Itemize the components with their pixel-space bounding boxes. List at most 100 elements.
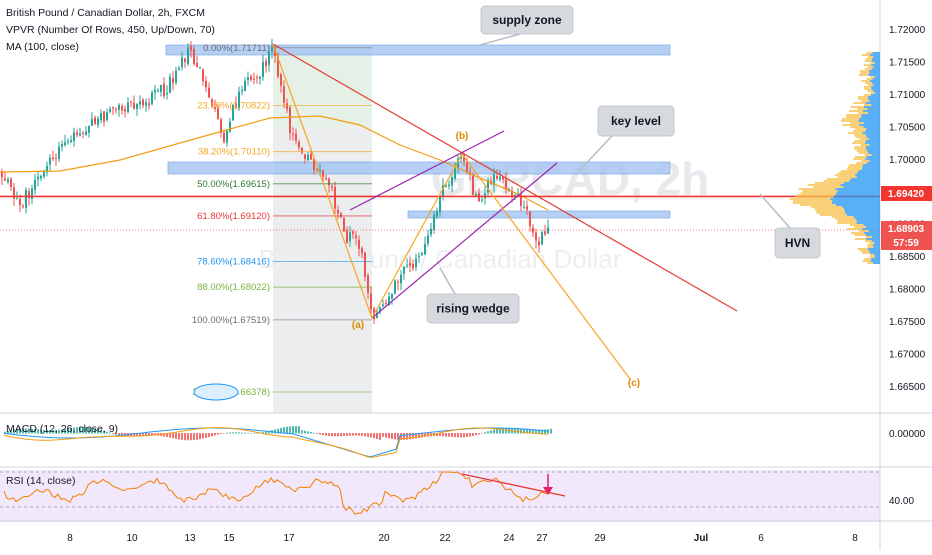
candle-body [385,303,387,305]
macd-histogram-bar [358,433,360,436]
vpvr-bar-up [848,164,863,166]
rsi-legend[interactable]: RSI (14, close) [6,475,76,487]
vpvr-bar-up [850,122,864,124]
vpvr-bar-up [855,136,867,138]
price-badge [881,235,932,250]
vpvr-bar-up [840,170,859,172]
vpvr-bar-down [865,234,880,236]
vpvr-bar-down [858,170,880,172]
time-tick-label: 6 [758,533,764,544]
macd-histogram-bar [322,433,324,436]
macd-histogram-bar [139,433,141,436]
candle-body [334,186,336,209]
candle-body [538,241,540,246]
vpvr-bar-up [860,144,870,146]
macd-histogram-bar [361,433,363,436]
vpvr-bar-down [874,62,880,64]
ma-legend[interactable]: MA (100, close) [6,41,79,53]
candle-body [142,99,144,106]
macd-histogram-bar [184,433,186,441]
macd-histogram-bar [262,432,264,434]
macd-histogram-bar [424,433,426,437]
macd-histogram-bar [499,428,501,434]
macd-histogram-bar [457,433,459,438]
time-tick-label: 15 [223,533,235,544]
vpvr-legend[interactable]: VPVR (Number Of Rows, 450, Up/Down, 70) [6,24,215,36]
macd-histogram-bar [301,430,303,434]
macd-histogram-bar [178,433,180,440]
price-tick-label: 1.68000 [889,285,926,296]
macd-histogram-bar [238,432,240,434]
macd-histogram-bar [313,432,315,434]
macd-histogram-bar [412,433,414,439]
vpvr-bar-down [869,72,880,74]
macd-histogram-bar [340,433,342,437]
vpvr-bar-down [835,194,880,196]
candle-body [454,166,456,179]
vpvr-bar-up [859,70,869,72]
macd-histogram-bar [79,427,81,434]
candle-body [499,176,501,180]
price-tick-label: 1.70500 [889,122,926,133]
candle-body [547,227,549,234]
candle-body [511,190,513,196]
vpvr-bar-down [871,64,880,66]
supply-zone-callout[interactable]: supply zone [479,5,574,46]
candle-body [388,296,390,306]
vpvr-bar-down [871,86,880,88]
vpvr-bar-up [854,146,866,148]
candle-body [301,147,303,153]
vpvr-bar-down [871,104,880,106]
candle-body [217,108,219,120]
key-level-callout[interactable]: key level [577,105,675,173]
fib-level-label: 23.60%(1.70822) [197,100,270,111]
vpvr-bar-up [864,68,872,70]
price-tick-label: 1.67500 [889,317,926,328]
vpvr-bar-up [802,190,838,192]
candle-body [229,121,231,132]
candle-body [241,89,243,92]
macd-signal-line [3,427,549,458]
vpvr-bar-down [874,242,880,244]
vpvr-bar-down [864,142,880,144]
macd-histogram-bar [196,433,198,440]
macd-histogram-bar [112,433,114,434]
time-tick-label: 10 [126,533,138,544]
candle-body [244,80,246,91]
candle-body [436,211,438,217]
vpvr-bar-up [867,90,874,92]
candle-body [430,228,432,235]
candle-body [382,304,384,306]
vpvr-bar-down [836,192,880,194]
macd-histogram-bar [187,433,189,441]
price-badge [881,186,932,201]
rising-wedge-callout[interactable]: rising wedge [426,267,520,324]
candle-body [148,103,150,106]
vpvr-bar-down [870,94,880,96]
vpvr-bar-down [855,174,880,176]
vpvr-bar-down [843,208,880,210]
wave-label-b: (b) [456,131,469,142]
candle-body [421,253,423,255]
macd-histogram-bar [4,431,6,434]
vpvr-bar-up [857,248,868,250]
macd-histogram-bar [352,433,354,436]
hvn-callout[interactable]: HVN [759,193,821,259]
wave-label-c: (c) [628,378,640,389]
candles-group [1,38,549,325]
macd-histogram-bar [265,431,267,434]
vpvr-bar-up [854,234,866,236]
candle-body [283,86,285,103]
macd-histogram-bar [502,428,504,434]
vpvr-bar-down [859,118,880,120]
macd-histogram-bar [52,430,54,434]
macd-histogram-bar [448,433,450,437]
vpvr-bar-down [873,84,880,86]
vpvr-bar-down [872,52,880,54]
candle-body [115,109,117,111]
candle-body [112,107,114,109]
candle-body [274,47,276,57]
macd-legend[interactable]: MACD (12, 26, close, 9) [6,423,119,435]
